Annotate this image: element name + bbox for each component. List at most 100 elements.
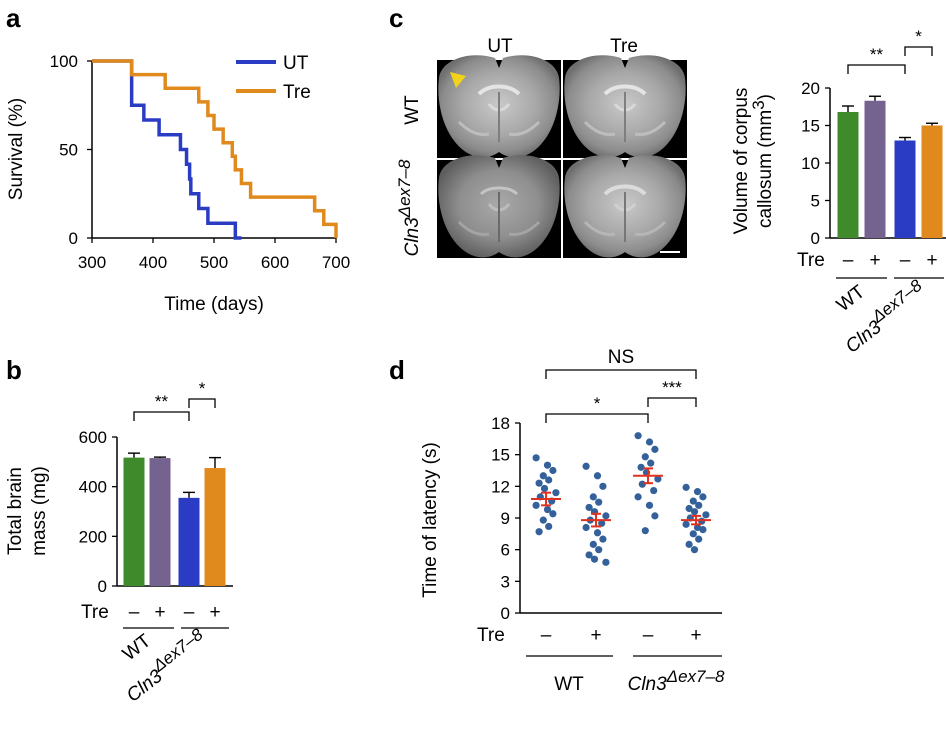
c-ytick-label: 0 [811, 229, 820, 248]
d-sig-label: * [594, 394, 601, 413]
d-data-point [595, 546, 603, 554]
d-data-point [689, 497, 697, 505]
d-data-point [699, 493, 707, 501]
b-ytick-label: 400 [79, 478, 107, 497]
d-data-point [545, 476, 553, 484]
d-ytick-label: 6 [501, 541, 510, 560]
b-sig-bracket [188, 398, 216, 408]
d-data-point [595, 498, 603, 506]
c-ylabel-line1: Volume of corpus [731, 88, 752, 235]
b-treat-sign: + [209, 602, 220, 623]
c-ytick-label: 5 [811, 192, 820, 211]
d-data-point [693, 523, 702, 532]
d-data-point [650, 486, 658, 495]
d-data-point [532, 501, 540, 509]
b-treat-sign: – [129, 602, 140, 623]
b-bar [204, 468, 226, 586]
d-data-point [589, 493, 597, 501]
b-ytick-label: 200 [79, 527, 107, 546]
a-ytick-label: 100 [50, 52, 78, 71]
panel-a-label: a [6, 3, 21, 33]
b-ylabel-line1: Total brain [5, 467, 26, 555]
d-tre-label: Tre [477, 625, 505, 646]
mri-brain-wt-tre [564, 55, 686, 158]
d-sig-bracket [545, 369, 697, 379]
arrowhead-marker-icon [450, 72, 466, 88]
d-data-point [651, 445, 659, 453]
c-treat-sign: + [869, 250, 880, 271]
mri-brain-cln-ut [438, 155, 560, 258]
d-data-point [654, 475, 662, 483]
d-data-point [637, 463, 645, 471]
a-ytick-label: 50 [59, 141, 78, 160]
d-data-point [535, 479, 543, 487]
d-data-point [693, 488, 702, 496]
mri-brain-wt-ut [438, 55, 560, 158]
c-ytick-label: 10 [801, 154, 820, 173]
a-xtick-label: 400 [139, 253, 167, 272]
d-data-point [685, 540, 693, 548]
d-ytick-label: 3 [501, 572, 510, 591]
panel-c-label: c [389, 3, 403, 33]
d-data-point [599, 535, 607, 543]
b-treat-sign: – [184, 602, 195, 623]
d-data-point [545, 522, 553, 531]
d-ytick-label: 18 [491, 414, 510, 433]
b-tre-label: Tre [81, 602, 109, 623]
c-ytick-label: 20 [801, 79, 820, 98]
a-xtick-label: 300 [78, 253, 106, 272]
b-bar [178, 497, 200, 586]
d-data-point [539, 516, 547, 524]
a-xtick-label: 600 [261, 253, 289, 272]
legend-tre-label: Tre [283, 82, 311, 103]
a-xtick-label: 700 [322, 253, 350, 272]
survival-line-tre [92, 59, 338, 238]
d-sig-label: *** [662, 378, 682, 397]
d-data-point [582, 462, 590, 470]
d-data-point [602, 512, 610, 520]
d-data-point [543, 505, 552, 514]
legend-ut-label: UT [283, 53, 309, 74]
c-wt-group-label: WT [833, 281, 870, 316]
c-bar [894, 140, 916, 238]
d-data-point [702, 511, 710, 519]
mri-row-cln: Cln3Δex7–8 [395, 159, 423, 256]
d-wt-group-label: WT [554, 674, 584, 695]
d-data-point [590, 555, 599, 563]
d-treat-sign: + [590, 625, 601, 646]
d-data-point [593, 472, 602, 480]
b-bar [123, 457, 145, 586]
d-data-point [645, 501, 654, 509]
d-ytick-label: 9 [501, 509, 510, 528]
d-treat-sign: + [690, 625, 701, 646]
d-data-point [651, 512, 659, 520]
d-data-point [549, 466, 557, 475]
d-data-point [535, 528, 543, 536]
c-bar [864, 100, 886, 238]
d-data-point [690, 508, 699, 516]
d-data-point [685, 504, 693, 513]
mri-col-ut: UT [487, 36, 513, 57]
d-data-point [532, 454, 540, 462]
d-data-point [641, 453, 649, 461]
a-ylabel: Survival (%) [6, 98, 27, 200]
d-data-point [634, 493, 642, 501]
b-sig-label: ** [155, 392, 169, 411]
b-ylabel-line2: mass (mg) [29, 466, 50, 556]
mri-row-wt: WT [402, 95, 423, 125]
d-data-point [647, 459, 655, 467]
d-data-point [695, 535, 703, 543]
d-data-point [634, 432, 642, 440]
d-data-point [552, 489, 560, 497]
d-data-point [589, 540, 597, 548]
d-data-point [540, 484, 549, 493]
d-data-point [585, 503, 593, 512]
c-sig-bracket [847, 64, 906, 74]
mri-image-grid: UT Tre WT Cln3Δex7–8 [395, 36, 687, 258]
c-sig-label: ** [870, 45, 884, 64]
d-data-point [641, 527, 649, 535]
b-ytick-label: 600 [79, 428, 107, 447]
